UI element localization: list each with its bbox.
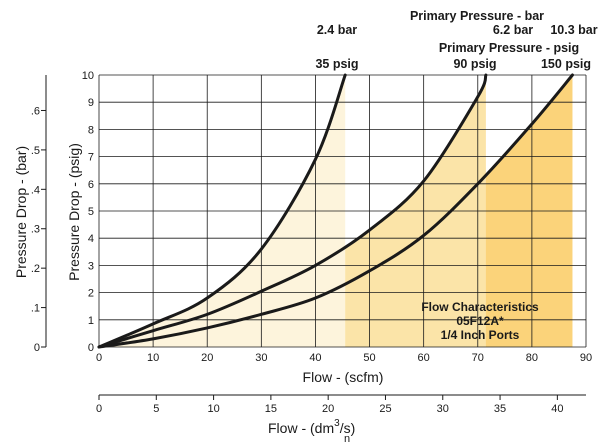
y-tick-label: 7	[88, 152, 94, 164]
header-psig-title: Primary Pressure - psig	[439, 41, 579, 55]
curve-3	[97, 73, 574, 349]
y-tick-label: 1	[88, 315, 94, 327]
header-psig-value-3: 150 psig	[541, 57, 591, 71]
x-axis-label: Flow - (scfm)	[303, 369, 384, 385]
header-bar-value-2: 6.2 bar	[493, 23, 533, 37]
header-bar-title: Primary Pressure - bar	[410, 9, 544, 23]
y2-tick-label: .4	[31, 184, 40, 196]
area-fills	[99, 75, 573, 347]
x-tick-label: 60	[418, 352, 430, 364]
x2-tick-label: 35	[494, 403, 506, 415]
annotation-line-2: 05F12A*	[456, 314, 504, 328]
y2-tick-label: .3	[31, 224, 40, 236]
y-tick-label: 0	[88, 342, 94, 354]
y-tick-label: 8	[88, 124, 94, 136]
y-tick-label: 9	[88, 97, 94, 109]
x2-axis-label: Flow - (dm3/s)	[268, 418, 355, 436]
header-psig-value-2: 90 psig	[453, 57, 496, 71]
y-tick-label: 5	[88, 206, 94, 218]
curve-1	[97, 73, 347, 349]
y2-tick-label: 0	[34, 342, 40, 354]
y2-axis-label: Pressure Drop - (bar)	[13, 146, 29, 278]
y-tick-label: 3	[88, 260, 94, 272]
x-tick-label: 90	[580, 352, 592, 364]
x2-tick-label: 5	[153, 403, 159, 415]
annotation-line-3: 1/4 Inch Ports	[441, 328, 520, 342]
x-tick-label: 20	[201, 352, 213, 364]
curve-lines	[97, 73, 574, 349]
y2-tick-label: .6	[31, 105, 40, 117]
x2-tick-label: 20	[322, 403, 334, 415]
y2-tick-label: .5	[31, 145, 40, 157]
y-tick-label: 4	[88, 233, 94, 245]
area-fill-1	[99, 75, 346, 347]
x-tick-label: 80	[526, 352, 538, 364]
x2-axis-label-sup: 3	[334, 418, 340, 429]
x-tick-label: 30	[255, 352, 267, 364]
grid-lines	[98, 74, 587, 348]
header-bar-value-3: 10.3 bar	[550, 23, 597, 37]
x-tick-label: 40	[309, 352, 321, 364]
x2-axis-label-main: Flow - (dm	[268, 420, 334, 436]
header-bar-value-1: 2.4 bar	[317, 23, 357, 37]
x2-tick-label: 40	[551, 403, 563, 415]
x-tick-label: 70	[472, 352, 484, 364]
x2-tick-label: 10	[207, 403, 219, 415]
y2-tick-label: .1	[31, 303, 40, 315]
x2-tick-label: 25	[379, 403, 391, 415]
chart-texts: Primary Pressure - bar 2.4 bar 6.2 bar 1…	[13, 9, 598, 444]
curve-2	[97, 73, 488, 349]
y2-tick-label: .2	[31, 263, 40, 275]
x-tick-label: 50	[363, 352, 375, 364]
x2-tick-label: 0	[96, 403, 102, 415]
axes: 0 10 20 30 40 50 60 70 80 900123456789100.1.2.3.4…	[31, 70, 592, 415]
y-axis-label: Pressure Drop - (psig)	[66, 143, 82, 281]
area-fill-2	[99, 75, 486, 347]
x2-tick-label: 30	[437, 403, 449, 415]
x2-tick-label: 15	[265, 403, 277, 415]
x-tick-label: 10	[147, 352, 159, 364]
annotation-line-1: Flow Characteristics	[421, 300, 539, 314]
y-tick-label: 10	[82, 70, 94, 82]
x-tick-label: 0	[96, 352, 102, 364]
y-tick-label: 6	[88, 179, 94, 191]
header-psig-value-1: 35 psig	[315, 57, 358, 71]
x2-axis-label-tail: /s)	[340, 420, 356, 436]
y-tick-label: 2	[88, 288, 94, 300]
x2-axis-label-subscript: n	[344, 433, 350, 444]
